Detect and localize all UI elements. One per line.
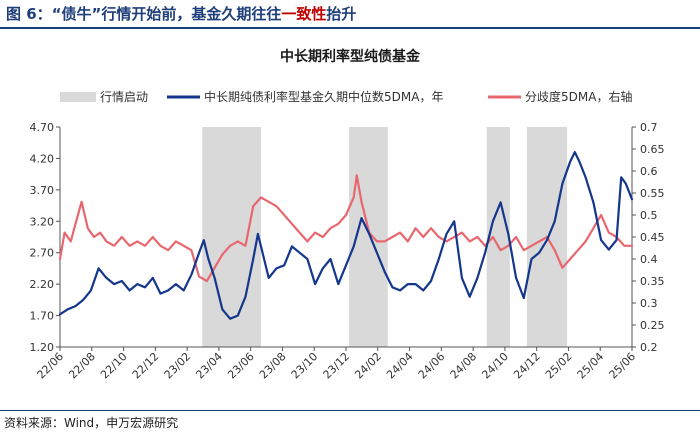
y-right-tick-label: 0.6 <box>640 165 658 178</box>
figure-title-prefix: 图 6：“债牛”行情开始前，基金久期往往 <box>6 5 282 23</box>
y-left-tick-label: 1.20 <box>30 341 55 354</box>
x-tick-label: 25/06 <box>607 350 639 382</box>
y-right-tick-label: 0.65 <box>640 143 665 156</box>
series-line-divergence <box>58 174 634 283</box>
x-tick-label: 24/10 <box>479 350 511 382</box>
chart-legend: 行情启动 中长期纯债利率型基金久期中位数5DMA，年 分歧度5DMA，右轴 <box>60 89 632 104</box>
y-right-tick-label: 0.4 <box>640 253 658 266</box>
legend-label-divergence: 分歧度5DMA，右轴 <box>525 89 632 104</box>
shaded-period-1 <box>349 127 388 347</box>
figure-title-highlight: 一致性 <box>281 5 327 23</box>
y-right-tick-label: 0.35 <box>640 275 665 288</box>
y-left-tick-label: 3.70 <box>30 184 55 197</box>
x-tick-label: 24/04 <box>384 350 416 382</box>
y-right-tick-label: 0.3 <box>640 297 658 310</box>
chart: 中长期利率型纯债基金 行情启动 中长期纯债利率型基金久期中位数5DMA，年 分歧… <box>30 48 665 382</box>
y-right-tick-label: 0.45 <box>640 231 665 244</box>
x-tick-label: 22/08 <box>66 350 98 382</box>
y-left-tick-label: 2.20 <box>30 278 55 291</box>
shaded-period-0 <box>202 127 261 347</box>
y-right-tick-label: 0.25 <box>640 319 665 332</box>
legend-label-duration: 中长期纯债利率型基金久期中位数5DMA，年 <box>204 89 443 104</box>
x-tick-label: 23/12 <box>321 350 353 382</box>
chart-title: 中长期利率型纯债基金 <box>280 48 421 65</box>
figure-header: 图 6：“债牛”行情开始前，基金久期往往一致性抬升 <box>0 0 700 26</box>
header-divider <box>0 27 700 29</box>
y-left-tick-label: 2.70 <box>30 247 55 260</box>
legend-label-shade: 行情启动 <box>100 90 148 104</box>
y-right-tick-label: 0.2 <box>640 341 658 354</box>
y-right-tick-label: 0.55 <box>640 187 665 200</box>
x-tick-label: 23/10 <box>289 350 321 382</box>
y-left-tick-label: 1.70 <box>30 310 55 323</box>
figure-title: 图 6：“债牛”行情开始前，基金久期往往一致性抬升 <box>6 3 356 24</box>
y-left-tick-label: 4.70 <box>30 121 55 134</box>
x-tick-label: 23/04 <box>193 350 225 382</box>
source-note: 资料来源：Wind，申万宏源研究 <box>4 416 179 430</box>
x-tick-label: 23/02 <box>162 350 194 382</box>
shaded-period-2 <box>486 127 510 347</box>
x-tick-label: 24/06 <box>416 350 448 382</box>
y-right-tick-label: 0.7 <box>640 121 658 134</box>
series-line-duration <box>58 151 634 320</box>
x-tick-label: 24/12 <box>511 350 543 382</box>
x-tick-label: 23/06 <box>225 350 257 382</box>
x-tick-label: 25/02 <box>543 350 575 382</box>
x-tick-label: 22/12 <box>130 350 162 382</box>
x-tick-label: 22/10 <box>98 350 130 382</box>
x-tick-label: 25/04 <box>575 350 607 382</box>
footer-divider <box>0 410 700 411</box>
figure-title-suffix: 抬升 <box>326 5 357 23</box>
x-tick-label: 24/08 <box>448 350 480 382</box>
y-left-tick-label: 4.20 <box>30 152 55 165</box>
y-right-tick-label: 0.5 <box>640 209 658 222</box>
x-tick-label: 24/02 <box>352 350 384 382</box>
x-tick-label: 22/06 <box>35 350 67 382</box>
legend-swatch-shade <box>60 92 96 102</box>
y-left-tick-label: 3.20 <box>30 215 55 228</box>
x-tick-label: 23/08 <box>257 350 289 382</box>
